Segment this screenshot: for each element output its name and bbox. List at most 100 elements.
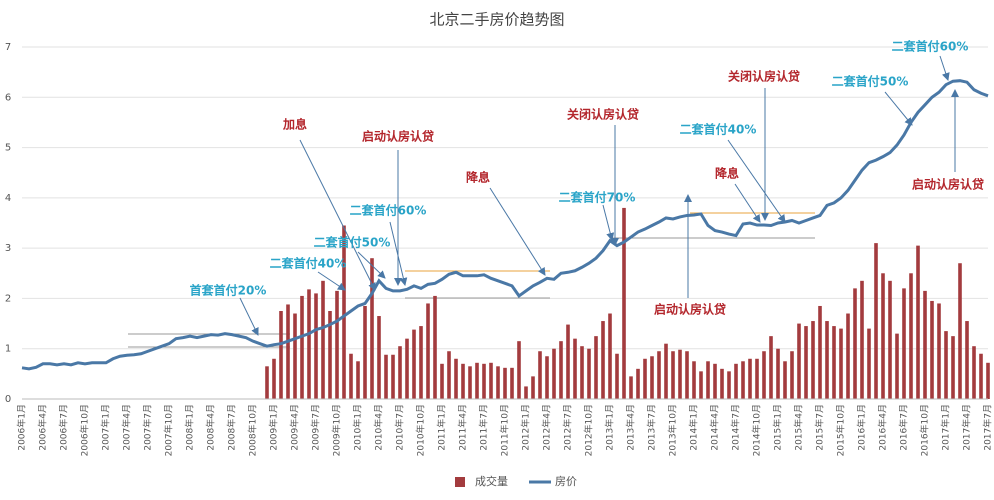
bar	[384, 354, 388, 399]
bar	[643, 358, 647, 399]
x-tick-label: 2017年4月	[961, 404, 973, 451]
bar	[349, 353, 353, 399]
y-tick-label: 6	[5, 92, 11, 103]
y-tick-label: 2	[5, 293, 11, 304]
x-tick-label: 2017年7月	[982, 404, 994, 451]
x-tick-label: 2012年4月	[541, 404, 553, 451]
bar	[629, 376, 633, 399]
x-tick-label: 2010年10月	[415, 404, 427, 456]
legend-label: 成交量	[475, 474, 508, 488]
bar	[860, 280, 864, 399]
bar	[706, 361, 710, 399]
bar	[293, 313, 297, 399]
x-tick-label: 2013年1月	[604, 404, 616, 451]
bar	[468, 366, 472, 399]
bar	[923, 290, 927, 399]
bar	[419, 326, 423, 399]
annotation-arrow	[727, 139, 786, 223]
bar	[475, 362, 479, 399]
x-tick-label: 2012年1月	[520, 404, 532, 451]
bar	[307, 289, 311, 399]
annotation: 关闭认房认贷	[728, 69, 800, 84]
annotation: 二套首付40%	[680, 122, 757, 137]
bar	[300, 295, 304, 399]
bar	[356, 361, 360, 399]
bar	[804, 326, 808, 399]
bar	[398, 346, 402, 399]
x-tick-label: 2015年1月	[772, 404, 784, 451]
bar	[622, 207, 626, 399]
bar	[265, 366, 269, 399]
bar	[272, 358, 276, 399]
y-tick-label: 5	[5, 143, 11, 154]
bar	[517, 341, 521, 399]
x-tick-label: 2014年7月	[730, 404, 742, 451]
x-tick-label: 2017年1月	[940, 404, 952, 451]
annotation: 启动认房认贷	[654, 302, 726, 317]
x-tick-label: 2011年7月	[478, 404, 490, 451]
x-tick-label: 2016年7月	[898, 404, 910, 451]
annotation: 二套首付40%	[270, 256, 347, 271]
bar	[328, 311, 332, 399]
bar	[279, 311, 283, 399]
x-tick-label: 2011年4月	[457, 404, 469, 451]
bar	[552, 348, 556, 399]
annotation-arrow	[602, 204, 615, 241]
bar	[902, 288, 906, 399]
bar	[825, 321, 829, 399]
legend-swatch	[455, 477, 465, 487]
annotation-arrow	[357, 251, 386, 279]
annotation: 二套首付50%	[314, 235, 391, 250]
x-tick-label: 2009年10月	[331, 404, 343, 456]
x-tick-label: 2007年7月	[142, 404, 154, 451]
bar	[405, 338, 409, 399]
x-tick-label: 2016年1月	[856, 404, 868, 451]
annotation-arrow	[317, 271, 346, 291]
bar	[545, 356, 549, 399]
bar	[678, 349, 682, 399]
bar	[447, 351, 451, 399]
bar	[937, 303, 941, 399]
x-tick-label: 2008年1月	[184, 404, 196, 451]
bar	[440, 363, 444, 399]
bar	[965, 321, 969, 399]
bar	[727, 371, 731, 399]
x-tick-label: 2015年10月	[835, 404, 847, 456]
annotation: 启动认房认贷	[912, 177, 984, 192]
x-tick-label: 2012年10月	[583, 404, 595, 456]
bar	[615, 353, 619, 399]
bar	[874, 243, 878, 399]
bar	[391, 354, 395, 399]
bar	[853, 288, 857, 399]
annotation: 降息	[466, 170, 490, 185]
bar	[979, 353, 983, 399]
bar	[370, 258, 374, 399]
bar	[314, 293, 318, 399]
bar	[951, 336, 955, 399]
annotation-arrow	[389, 221, 408, 286]
bar	[559, 341, 563, 399]
bar	[734, 363, 738, 399]
bar	[650, 356, 654, 399]
x-tick-label: 2009年1月	[268, 404, 280, 451]
bar	[909, 273, 913, 399]
bar	[930, 300, 934, 399]
bar	[986, 362, 990, 399]
bar	[692, 361, 696, 399]
bar	[832, 326, 836, 399]
bar	[433, 295, 437, 399]
annotation: 加息	[282, 117, 307, 132]
bar	[797, 323, 801, 399]
bar	[769, 336, 773, 399]
annotation-arrow	[239, 297, 259, 336]
annotation-arrow	[489, 187, 546, 276]
bar	[818, 305, 822, 399]
bar	[580, 346, 584, 399]
bar	[426, 303, 430, 399]
bar	[748, 358, 752, 399]
bar	[587, 348, 591, 399]
bar	[790, 351, 794, 399]
bar	[489, 362, 493, 399]
